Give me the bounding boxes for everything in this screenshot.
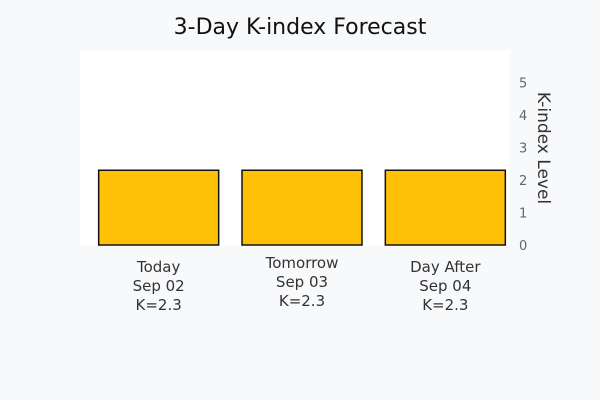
chart-title: 3-Day K-index Forecast	[174, 15, 427, 40]
y-tick-label-1: 1	[519, 207, 527, 222]
bars-group	[97, 169, 507, 246]
y-tick-label-4: 4	[519, 109, 527, 124]
y-axis-label: K-index Level	[533, 92, 553, 204]
y-axis-ticks: 0 1 2 3 4 5	[519, 77, 527, 255]
category-label-0-line-2: K=2.3	[136, 296, 182, 314]
y-tick-label-2: 2	[519, 174, 527, 189]
category-label-1-line-0: Tomorrow	[265, 254, 339, 272]
category-label-1-line-2: K=2.3	[279, 292, 325, 310]
category-label-2-line-0: Day After	[410, 258, 481, 276]
bar-2	[384, 169, 507, 246]
y-tick-label-3: 3	[519, 142, 527, 157]
category-label-0-line-0: Today	[136, 258, 181, 276]
bar-1	[241, 169, 363, 246]
bar-0	[97, 169, 220, 246]
y-tick-label-0: 0	[519, 239, 527, 254]
category-label-0-line-1: Sep 02	[133, 277, 185, 295]
category-label-2-line-2: K=2.3	[422, 296, 468, 314]
category-label-2-line-1: Sep 04	[419, 277, 471, 295]
y-tick-label-5: 5	[519, 77, 527, 92]
category-label-1-line-1: Sep 03	[276, 273, 328, 291]
